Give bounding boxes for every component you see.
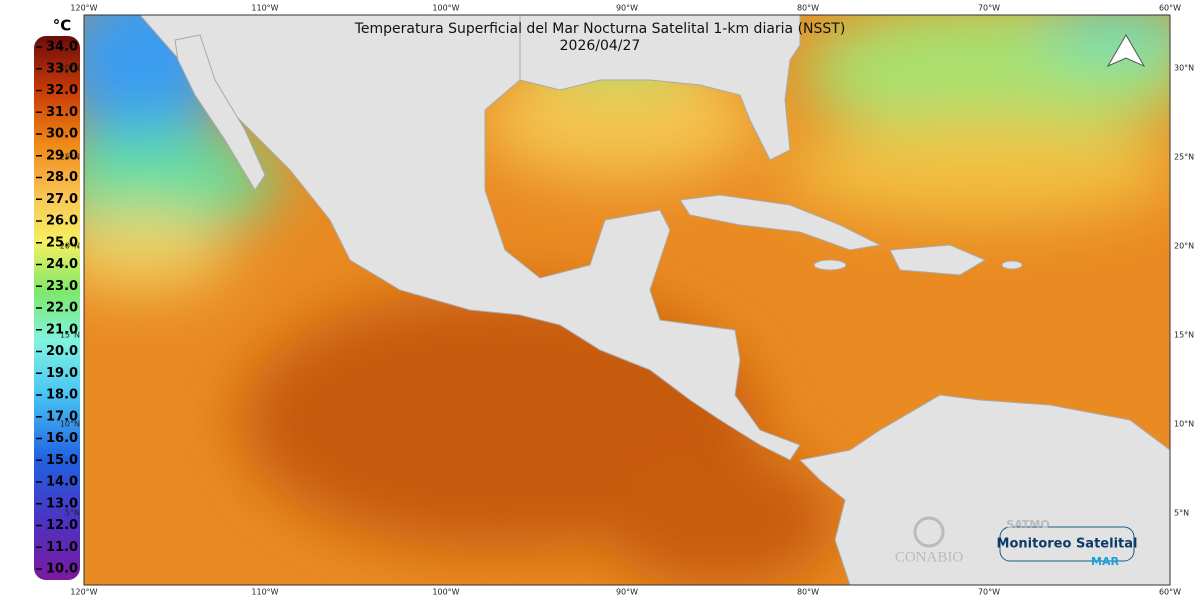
colorbar-label: 20.0 [46,344,78,359]
colorbar-label: 25.0 [46,235,78,250]
longitude-label: 90°W [616,4,638,13]
colorbar-label: 11.0 [46,540,78,555]
mar-logo: MAR [1091,555,1119,568]
map-area [84,15,1170,585]
longitude-label: 60°W [1159,588,1181,597]
colorbar [34,36,80,580]
date: 2026/04/27 [560,38,641,54]
longitude-label: 100°W [432,4,459,13]
longitude-label: 70°W [978,588,1000,597]
colorbar-label: 21.0 [46,322,78,337]
land-puerto-rico [1001,260,1023,270]
colorbar-label: 19.0 [46,366,78,381]
conabio-logo: CONABIO [895,549,964,565]
latitude-label: 10°N [60,420,80,429]
land-jamaica [813,259,847,271]
land-south-america [798,394,1170,585]
latitude-label: 5°N [65,509,80,518]
conabio-emblem [913,516,945,548]
colorbar-label: 34.0 [46,40,78,55]
latitude-label: 10°N [1174,420,1194,429]
land-baja [174,34,266,191]
colorbar-label: 10.0 [46,562,78,577]
satmo-frame [999,526,1135,562]
longitude-label: 90°W [616,588,638,597]
colorbar-label: 16.0 [46,431,78,446]
latitude-label: 15°N [60,331,80,340]
latitude-label: 15°N [1174,331,1194,340]
longitude-label: 120°W [70,4,97,13]
latitude-label: 20°N [60,242,80,251]
colorbar-label: 22.0 [46,301,78,316]
colorbar-label: 15.0 [46,453,78,468]
colorbar-unit: °C [53,17,72,35]
latitude-label: 25°N [1174,153,1194,162]
latitude-label: 25°N [60,153,80,162]
colorbar-label: 28.0 [46,170,78,185]
land-mexico [139,15,801,461]
longitude-label: 100°W [432,588,459,597]
longitude-label: 120°W [70,588,97,597]
monitoreo-logo: Monitoreo Satelital [997,537,1138,552]
colorbar-label: 24.0 [46,257,78,272]
colorbar-label: 14.0 [46,475,78,490]
latitude-label: 20°N [1174,242,1194,251]
land-hispaniola [889,244,987,276]
colorbar-label: 32.0 [46,83,78,98]
longitude-label: 80°W [797,4,819,13]
colorbar-label: 13.0 [46,496,78,511]
colorbar-label: 17.0 [46,409,78,424]
colorbar-label: 12.0 [46,518,78,533]
land-usa [519,15,801,161]
colorbar-label: 18.0 [46,388,78,403]
colorbar-label: 26.0 [46,214,78,229]
colorbar-label: 29.0 [46,148,78,163]
longitude-label: 70°W [978,4,1000,13]
longitude-label: 110°W [251,588,278,597]
north-arrow [1106,34,1146,68]
longitude-label: 80°W [797,588,819,597]
latitude-label: 5°N [1174,509,1189,518]
longitude-label: 110°W [251,4,278,13]
longitude-label: 60°W [1159,4,1181,13]
colorbar-label: 27.0 [46,192,78,207]
satmo-logo: SATMO [1006,518,1049,531]
title: Temperatura Superficial del Mar Nocturna… [354,21,846,37]
map-frame [83,14,1171,586]
colorbar-label: 31.0 [46,105,78,120]
latitude-label: 30°N [1174,64,1194,73]
latitude-label: 30°N [60,64,80,73]
land-cuba [679,194,882,251]
colorbar-label: 23.0 [46,279,78,294]
colorbar-label: 30.0 [46,127,78,142]
colorbar-label: 33.0 [46,61,78,76]
